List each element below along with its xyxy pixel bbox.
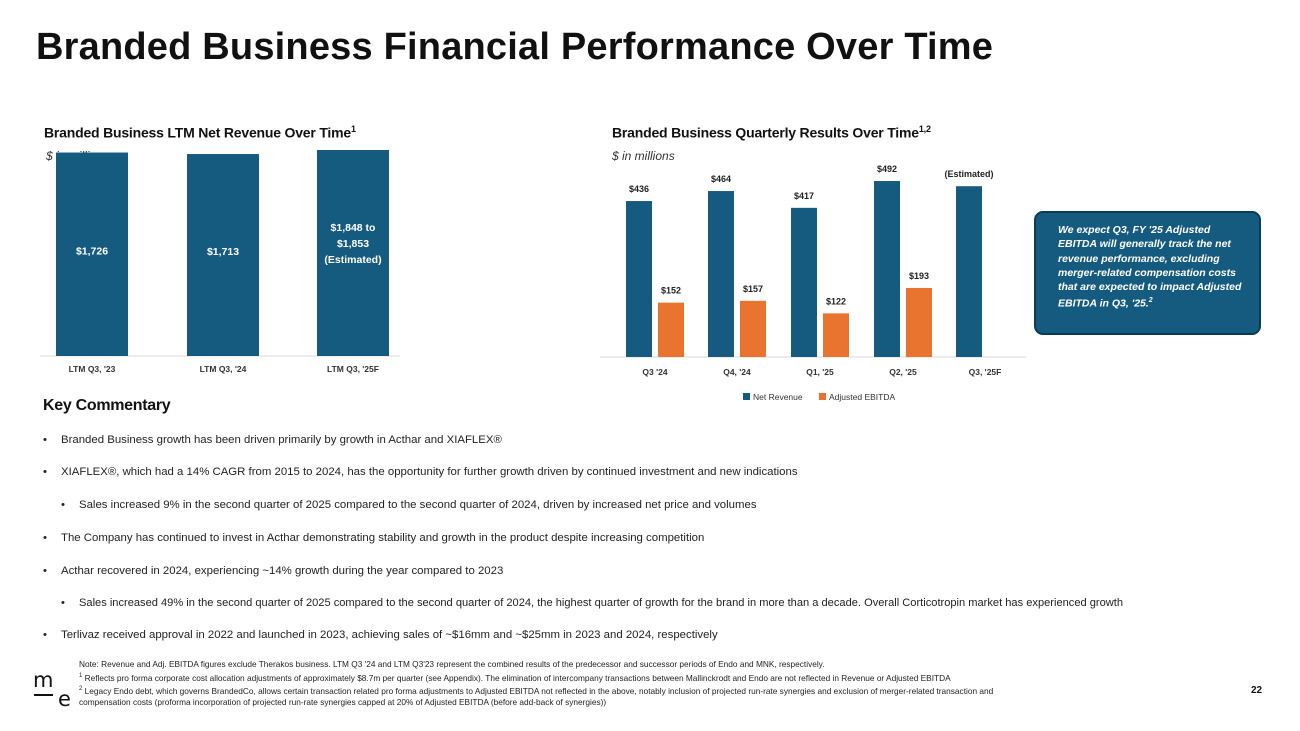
footnote-1: 1 Reflects pro forma corporate cost allo… (79, 671, 993, 684)
bullet-text: Sales increased 9% in the second quarter… (79, 499, 757, 511)
adjusted-ebitda-label: $152 (661, 286, 681, 296)
callout-footnote: 2 (1148, 297, 1153, 305)
quarterly-category-label: Q1, '25 (806, 367, 834, 377)
legend-net-revenue-label: Net Revenue (753, 392, 803, 402)
ltm-chart-heading-footnote: 1 (350, 124, 356, 134)
legend-adjusted-ebitda-label: Adjusted EBITDA (829, 392, 895, 402)
net-revenue-bar (708, 191, 734, 357)
logo-divider (34, 694, 53, 696)
legend-net-revenue-swatch (743, 393, 750, 400)
callout-text: We expect Q3, FY '25 Adjusted EBITDA wil… (1058, 224, 1242, 310)
ltm-data-label: $1,713 (207, 246, 239, 258)
logo-letter-m: m (33, 668, 54, 692)
quarterly-results-chart: $436 $152 Q3 '24 $464 $157 Q4, '24 $417 $122 Q1,… (600, 165, 1026, 402)
ltm-chart-heading-text: Branded Business LTM Net Revenue Over Ti… (44, 124, 351, 141)
adjusted-ebitda-label: $157 (743, 284, 763, 294)
ltm-category-label: LTM Q3, '23 (69, 364, 116, 374)
net-revenue-label: $417 (794, 191, 814, 201)
adjusted-ebitda-bar (823, 313, 849, 357)
bullet-dot: • (61, 499, 65, 511)
bullet-dot: • (61, 597, 65, 609)
adjusted-ebitda-label: $122 (826, 296, 846, 306)
net-revenue-bar (874, 181, 900, 357)
bullet-dot: • (43, 434, 47, 446)
legend-adjusted-ebitda-swatch (819, 393, 826, 400)
page-number: 22 (1251, 685, 1263, 696)
footnote-2: 2 Legacy Endo debt, which governs Brande… (79, 684, 993, 697)
adjusted-ebitda-bar (906, 287, 932, 357)
bullet-dot: • (43, 466, 47, 478)
ltm-bar (317, 150, 389, 356)
ltm-category-label: LTM Q3, '24 (200, 364, 247, 374)
net-revenue-label: $464 (711, 174, 731, 184)
net-revenue-label: (Estimated) (944, 169, 993, 179)
quarterly-category-label: Q4, '24 (723, 367, 751, 377)
adjusted-ebitda-label: $193 (909, 271, 929, 281)
quarterly-category-label: Q2, '25 (889, 367, 917, 377)
bullet-text: Acthar recovered in 2024, experiencing ~… (61, 565, 504, 577)
key-commentary-heading: Key Commentary (43, 397, 171, 414)
ltm-data-label: $1,726 (76, 245, 108, 257)
quarterly-chart-units: $ in millions (612, 149, 675, 163)
ltm-data-label: $1,853 (337, 238, 369, 250)
bullet-dot: • (43, 532, 47, 544)
bullet-dot: • (43, 565, 47, 577)
quarterly-category-label: Q3, '25F (969, 367, 1002, 377)
quarterly-category-label: Q3 '24 (642, 367, 667, 377)
footnote-2-continued: compensation costs (proforma incorporati… (79, 697, 607, 708)
ltm-category-label: LTM Q3, '25F (327, 364, 379, 374)
ltm-data-label: (Estimated) (324, 254, 381, 266)
quarterly-chart-heading-footnote: 1,2 (918, 124, 931, 134)
ltm-bar (56, 152, 128, 356)
adjusted-ebitda-bar (740, 300, 766, 357)
bullet-text: XIAFLEX®, which had a 14% CAGR from 2015… (61, 466, 798, 478)
footnote-1-text: Reflects pro forma corporate cost alloca… (84, 672, 951, 683)
ltm-revenue-chart: $1,726 LTM Q3, '23 $1,713 LTM Q3, '24 $1,848… (40, 150, 400, 374)
footnote-2-text: Legacy Endo debt, which governs BrandedC… (84, 685, 994, 696)
ltm-chart-heading: Branded Business LTM Net Revenue Over Ti… (44, 124, 356, 141)
footnotes: Note: Revenue and Adj. EBITDA figures ex… (79, 659, 993, 709)
net-revenue-label: $492 (877, 165, 897, 174)
bullet-text: Terlivaz received approval in 2022 and l… (61, 629, 718, 641)
quarterly-chart-heading: Branded Business Quarterly Results Over … (612, 124, 931, 141)
net-revenue-bar (626, 201, 652, 357)
bullet-text: The Company has continued to invest in A… (61, 532, 705, 544)
net-revenue-bar (791, 207, 817, 357)
page-title: Branded Business Financial Performance O… (36, 26, 994, 68)
net-revenue-label: $475-$480 (947, 165, 990, 166)
net-revenue-label: $436 (629, 184, 649, 194)
bullet-text: Sales increased 49% in the second quarte… (79, 597, 1124, 609)
bullet-text: Branded Business growth has been driven … (61, 434, 502, 446)
ltm-data-label: $1,848 to (331, 222, 376, 234)
quarterly-chart-heading-text: Branded Business Quarterly Results Over … (612, 124, 919, 141)
logo-letter-e: e (58, 687, 71, 711)
footnote-2-mark: 2 (79, 685, 83, 692)
bullet-dot: • (43, 629, 47, 641)
footnote-note: Note: Revenue and Adj. EBITDA figures ex… (79, 659, 825, 669)
net-revenue-bar (956, 186, 982, 357)
ebitda-callout-box: We expect Q3, FY '25 Adjusted EBITDA wil… (1034, 211, 1261, 335)
adjusted-ebitda-bar (658, 302, 684, 357)
ltm-bar (187, 154, 259, 356)
footnote-1-mark: 1 (79, 672, 83, 679)
